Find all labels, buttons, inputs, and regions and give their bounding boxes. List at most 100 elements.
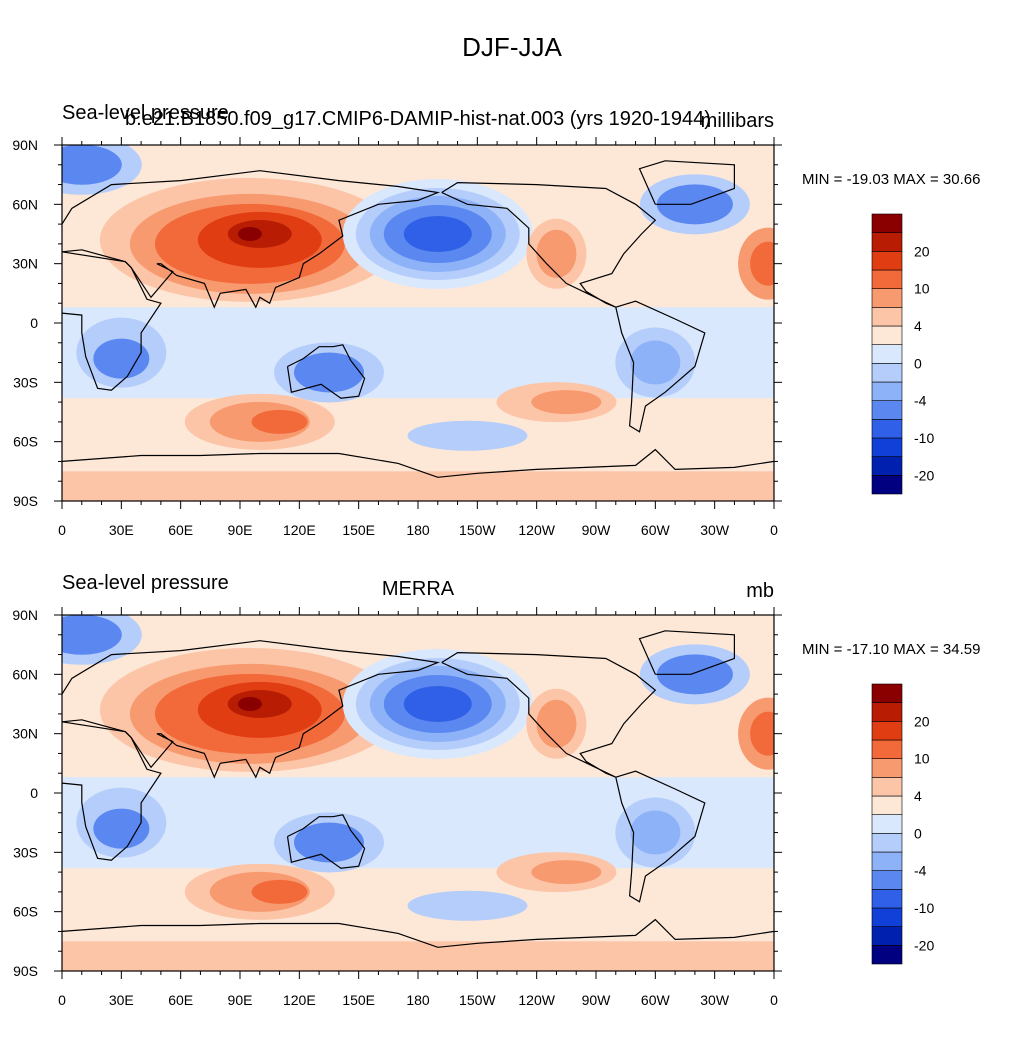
colorbar-swatch bbox=[871, 437, 903, 457]
colorbar-swatch bbox=[871, 456, 903, 476]
aleutian-low bbox=[403, 216, 472, 252]
colorbar: 20 10 4 0 -4 -10 -20 bbox=[871, 213, 934, 495]
namerica-high bbox=[536, 699, 577, 748]
colorbar-swatch bbox=[871, 851, 903, 871]
arctic-low bbox=[62, 145, 122, 185]
pacific-high bbox=[531, 860, 602, 885]
samerica-low bbox=[630, 810, 681, 855]
lon-tick-label: 180 bbox=[406, 522, 430, 538]
lon-tick-label: 60W bbox=[641, 992, 671, 1008]
coastline-path bbox=[61, 448, 775, 478]
namerica-high bbox=[536, 229, 577, 278]
colorbar-label: 10 bbox=[914, 281, 930, 297]
lon-tick-label: 120E bbox=[283, 522, 316, 538]
coastline-path bbox=[61, 170, 441, 309]
map-plot: 90N 60N 30N 0 30S 60S 90S 0 30E 60E 90E 120E 150E 180… bbox=[12, 607, 934, 1008]
colorbar-label: 10 bbox=[914, 751, 930, 767]
coastline-path bbox=[286, 814, 366, 869]
lon-tick-label: 120W bbox=[518, 992, 555, 1008]
atlantic-high bbox=[750, 711, 774, 756]
arctic-low bbox=[62, 615, 122, 655]
lon-tick-label: 30W bbox=[700, 992, 730, 1008]
axes: 90N 60N 30N 0 30S 60S 90S 0 30E 60E 90E 120E 150E 180… bbox=[12, 607, 782, 1008]
colorbar-swatch bbox=[871, 907, 903, 927]
southern-low bbox=[407, 420, 528, 451]
coastline-path bbox=[286, 344, 366, 399]
coastline-path bbox=[441, 651, 657, 778]
colorbar-swatch bbox=[871, 232, 903, 252]
asia-high bbox=[237, 227, 262, 241]
colorbar-label: -20 bbox=[914, 467, 934, 483]
panel-title-center: b.e21.B1850.f09_g17.CMIP6-DAMIP-hist-nat… bbox=[125, 108, 711, 130]
colorbar-label: -10 bbox=[914, 900, 934, 916]
lat-tick-label: 0 bbox=[30, 315, 38, 331]
indian-ocean-high bbox=[251, 879, 308, 904]
colorbar-swatch bbox=[871, 833, 903, 853]
atlantic-high bbox=[750, 241, 774, 286]
lon-tick-label: 150W bbox=[459, 522, 496, 538]
colorbar-swatch bbox=[871, 702, 903, 722]
lat-tick-label: 0 bbox=[30, 785, 38, 801]
aleutian-low bbox=[403, 686, 472, 722]
pressure-field bbox=[62, 145, 774, 501]
panel-units: mb bbox=[746, 580, 774, 602]
colorbar-swatch bbox=[871, 475, 903, 495]
coastline-path bbox=[61, 640, 441, 779]
lon-tick-label: 180 bbox=[406, 992, 430, 1008]
axes: 90N 60N 30N 0 30S 60S 90S 0 30E 60E 90E 120E 150E 180… bbox=[12, 137, 782, 538]
lon-tick-label: 60E bbox=[168, 992, 193, 1008]
antarctic-band bbox=[62, 941, 774, 971]
colorbar-swatch bbox=[871, 400, 903, 420]
colorbar-swatch bbox=[871, 945, 903, 965]
map-panel-merra: Sea-level pressure MERRA mb MIN = -17.10… bbox=[0, 570, 1024, 1040]
africa-low bbox=[93, 808, 150, 849]
colorbar-swatch bbox=[871, 325, 903, 345]
iceland-low bbox=[656, 184, 733, 225]
coastlines bbox=[61, 630, 775, 948]
colorbar-label: 4 bbox=[914, 318, 922, 334]
colorbar-label: 0 bbox=[914, 355, 922, 371]
lon-tick-label: 0 bbox=[770, 522, 778, 538]
indian-ocean-high bbox=[251, 409, 308, 434]
map-plot: 90N 60N 30N 0 30S 60S 90S 0 30E 60E 90E 120E 150E 180… bbox=[12, 137, 934, 538]
colorbar-label: 20 bbox=[914, 713, 930, 729]
asia-high bbox=[237, 697, 262, 711]
colorbar-label: 20 bbox=[914, 243, 930, 259]
colorbar-swatch bbox=[871, 721, 903, 741]
colorbar-label: -20 bbox=[914, 937, 934, 953]
colorbar-swatch bbox=[871, 889, 903, 909]
colorbar-swatch bbox=[871, 363, 903, 383]
colorbar-label: -4 bbox=[914, 393, 927, 409]
colorbar-swatch bbox=[871, 288, 903, 308]
colorbar-swatch bbox=[871, 251, 903, 271]
colorbar-swatch bbox=[871, 758, 903, 778]
coastline-path bbox=[615, 300, 706, 433]
colorbar-swatch bbox=[871, 213, 903, 233]
colorbar-swatch bbox=[871, 777, 903, 797]
lon-tick-label: 60W bbox=[641, 522, 671, 538]
panel-units: millibars bbox=[700, 110, 774, 132]
lat-tick-label: 90S bbox=[13, 493, 38, 509]
lat-tick-label: 30N bbox=[12, 256, 38, 272]
lat-tick-label: 30S bbox=[13, 844, 38, 860]
lon-tick-label: 150E bbox=[342, 992, 375, 1008]
lat-tick-label: 60S bbox=[13, 904, 38, 920]
australia-low bbox=[294, 822, 364, 863]
panel-title-center: MERRA bbox=[381, 578, 455, 600]
iceland-low bbox=[656, 654, 733, 695]
lat-tick-label: 60N bbox=[12, 666, 38, 682]
coastline-path bbox=[61, 918, 775, 948]
colorbar-swatch bbox=[871, 307, 903, 327]
lon-tick-label: 120E bbox=[283, 992, 316, 1008]
colorbar-swatch bbox=[871, 814, 903, 834]
lat-tick-label: 60N bbox=[12, 196, 38, 212]
lon-tick-label: 90W bbox=[582, 522, 612, 538]
coastlines bbox=[61, 160, 775, 478]
lon-tick-label: 90E bbox=[228, 522, 253, 538]
lon-tick-label: 120W bbox=[518, 522, 555, 538]
lon-tick-label: 150W bbox=[459, 992, 496, 1008]
panel-title-left: Sea-level pressure bbox=[62, 572, 229, 594]
min-max-label: MIN = -17.10 MAX = 34.59 bbox=[802, 641, 981, 658]
lon-tick-label: 30E bbox=[109, 992, 134, 1008]
lon-tick-label: 0 bbox=[770, 992, 778, 1008]
